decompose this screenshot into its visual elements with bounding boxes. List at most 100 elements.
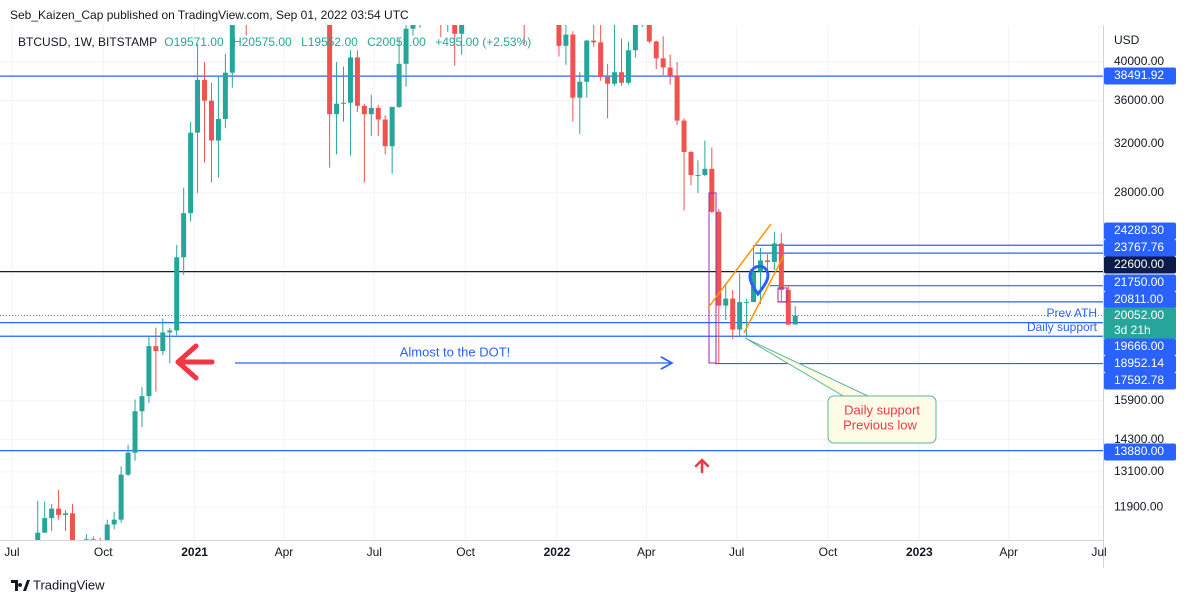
candle-body [702, 168, 708, 176]
annotation: Almost to the DOT! [400, 344, 511, 359]
price-label: 13880.00 [1114, 444, 1164, 458]
candle-body [347, 57, 353, 103]
price-label-bg [1104, 307, 1176, 340]
candle-body [132, 411, 138, 453]
price-label: 20811.00 [1114, 292, 1163, 306]
candle-body [563, 34, 569, 46]
candle-body [195, 79, 201, 133]
x-tick-label: Apr [637, 545, 656, 559]
x-tick-label: Jul [4, 545, 19, 559]
annotation: Daily support [1027, 320, 1098, 334]
candle-body [403, 28, 409, 64]
candle-body [410, 25, 416, 29]
candle-body [667, 67, 673, 77]
price-label-bg [1104, 355, 1176, 373]
price-label-bg [1104, 443, 1176, 461]
candle-body [125, 452, 131, 475]
candle-body [723, 298, 729, 306]
x-tick-label: Oct [456, 545, 475, 559]
axes: Jul Oct 2021 Apr Jul Oct 2022 Apr Jul Oct 2023 Apr J… [4, 54, 1176, 559]
candle-body [188, 132, 194, 214]
legend-high: H20575.00 [233, 35, 292, 49]
candle-body [160, 332, 166, 352]
candle-body [181, 213, 187, 258]
candle-body [612, 72, 618, 84]
candle-body [215, 118, 221, 141]
logo: TradingView [11, 577, 105, 592]
x-tick-label: 2021 [181, 545, 208, 559]
candle-body [49, 508, 55, 519]
x-tick-label: Oct [94, 545, 113, 559]
candle-body [653, 41, 659, 59]
price-label: 18952.14 [1114, 356, 1164, 370]
candle-body [660, 58, 666, 68]
channel-line [707, 223, 772, 309]
candle-body [688, 152, 694, 176]
candle-body [153, 346, 159, 352]
candle-body [139, 396, 145, 412]
candles [35, 25, 798, 540]
red-arrow [694, 458, 710, 474]
header: Seb_Kaizen_Cap published on TradingView.… [10, 8, 409, 22]
candle-body [591, 40, 597, 43]
candle-body [681, 120, 687, 153]
candle-body [327, 25, 333, 115]
y-tick-label: 36000.00 [1114, 93, 1164, 107]
candle-body [167, 330, 173, 333]
price-label-bg [1104, 256, 1176, 274]
price-label-bg [1104, 291, 1176, 309]
callout [827, 395, 937, 444]
range-box [777, 287, 788, 303]
candle-body [459, 25, 465, 34]
y-tick-label: 11900.00 [1114, 499, 1163, 513]
y-tick-label: 14300.00 [1114, 432, 1164, 446]
candle-body [83, 539, 89, 540]
price-label: 17592.78 [1114, 373, 1164, 387]
candle-body [716, 211, 722, 306]
candle-body [229, 25, 235, 73]
candle-body [361, 105, 367, 115]
candle-body [778, 243, 784, 290]
price-label-bg [1104, 222, 1176, 240]
candle-body [556, 25, 562, 46]
y-tick-label: 28000.00 [1114, 185, 1164, 199]
price-label-bg [1104, 67, 1176, 85]
x-tick-label: Jul [1091, 545, 1106, 559]
candle-body [222, 72, 228, 119]
candle-body [771, 243, 777, 262]
price-label-bg [1104, 338, 1176, 356]
y-tick-label: 40000.00 [1114, 54, 1164, 68]
candle-body [625, 50, 631, 83]
candle-body [598, 42, 604, 77]
price-label: 38491.92 [1114, 68, 1164, 82]
price-label: 22600.00 [1114, 257, 1164, 271]
legend-change: +495.00 (+2.53%) [435, 35, 531, 49]
candle-body [632, 25, 638, 51]
candle-body [202, 79, 208, 101]
candle-body [618, 72, 624, 83]
x-tick-label: Jul [367, 545, 382, 559]
price-label: 23767.76 [1114, 240, 1164, 254]
y-tick-label: 32000.00 [1114, 136, 1164, 150]
callout-text: Previous low [843, 417, 917, 432]
candle-body [382, 119, 388, 147]
y-tick-label: 15900.00 [1114, 393, 1164, 407]
candle-body [744, 302, 750, 304]
price-label-bg [1104, 372, 1176, 390]
candle-body [341, 102, 347, 104]
candle-body [63, 513, 69, 515]
price-label: 19666.00 [1114, 339, 1164, 353]
footer: TradingView [33, 577, 105, 592]
candle-body [35, 532, 41, 540]
candle-body [42, 518, 48, 533]
x-tick-label: 2022 [544, 545, 571, 559]
drawings: Daily support Previous low Almost to the… [175, 192, 1098, 474]
candle-body [375, 107, 381, 120]
x-tick-label: 2023 [906, 545, 933, 559]
candle-body [118, 474, 124, 520]
candle-body [605, 76, 611, 84]
candle-body [674, 76, 680, 121]
candle-body [396, 63, 402, 107]
candle-body [208, 100, 214, 141]
